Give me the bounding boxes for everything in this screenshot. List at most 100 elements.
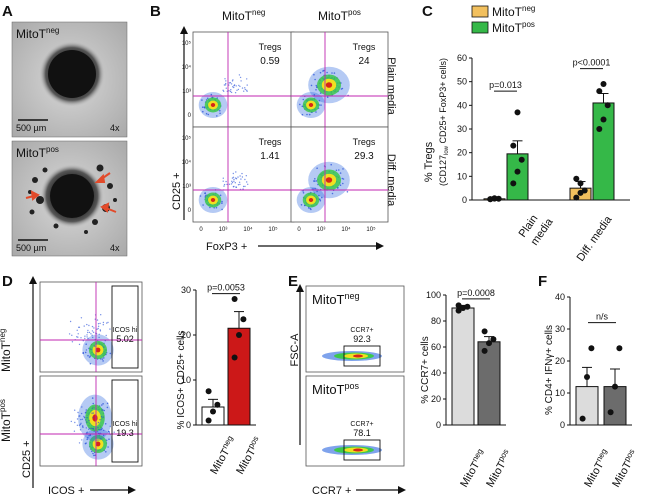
- y-tick-label: 10⁴: [182, 159, 192, 166]
- panel-c-legend: MitoTneg MitoTpos: [471, 4, 535, 35]
- data-point: [581, 187, 588, 194]
- data-point: [607, 409, 614, 416]
- p-value: p<0.0001: [573, 58, 611, 68]
- treg-value: 0.59: [260, 56, 280, 67]
- bar: [451, 307, 475, 426]
- y-tick-label: 0: [188, 208, 192, 214]
- panel-a-top-scale: 500 µm: [16, 123, 46, 133]
- y-tick-label: 10⁵: [182, 40, 192, 47]
- panel-d-row-title-1: MitoTneg: [0, 329, 13, 372]
- p-value: p=0.0008: [457, 288, 495, 298]
- panel-a-label: A: [2, 3, 13, 20]
- gate-value: 78.1: [353, 428, 371, 438]
- gate-label: Tregs: [353, 42, 376, 52]
- panel-d-xlabel: ICOS +: [48, 485, 84, 497]
- flow-plot-b-2: Tregs 24: [290, 31, 389, 128]
- gate-value: 19.3: [116, 428, 134, 438]
- panel-c-ylabel-main: % Tregs: [423, 141, 435, 182]
- data-point: [214, 401, 221, 408]
- cluster-main: [296, 187, 326, 213]
- cluster-main: [82, 334, 114, 366]
- p-value: p=0.013: [489, 80, 522, 90]
- panel-a-bottom-title: MitoTpos: [16, 145, 59, 160]
- panel-a-image-bottom: MitoTpos 500 µm 4x: [11, 140, 128, 257]
- data-point: [600, 116, 607, 123]
- flow-plot-e-2: MitoTpos CCR7+78.1: [305, 375, 405, 467]
- y-tick-label: 10⁵: [182, 135, 192, 142]
- data-point: [604, 102, 611, 109]
- data-point: [510, 180, 517, 187]
- data-point: [596, 88, 603, 95]
- data-point: [573, 175, 580, 182]
- p-value: n/s: [596, 312, 609, 322]
- flow-plot-d-1: ICOS hi5.02: [39, 281, 143, 373]
- bar: [477, 341, 501, 426]
- gate-label: Tregs: [259, 137, 282, 147]
- y-tick-label: 20: [555, 356, 565, 366]
- data-point: [596, 126, 603, 132]
- category-label: MitoTpos: [608, 448, 640, 490]
- data-point: [236, 332, 242, 338]
- data-point: [588, 345, 595, 352]
- flow-plot-b-4: Tregs 29.3 0 10³ 10⁴ 10⁵: [290, 126, 389, 233]
- legend-label-neg: MitoTneg: [492, 4, 535, 19]
- y-tick-label: 50: [457, 77, 467, 87]
- cluster-main: [198, 92, 228, 118]
- y-tick-label: 60: [431, 342, 441, 352]
- cluster-scatter: [68, 314, 111, 351]
- panel-b-ylabel: CD25 +: [171, 172, 183, 210]
- x-tick-label: 10⁴: [243, 226, 253, 233]
- data-point: [579, 415, 586, 422]
- y-tick-label: 30: [457, 124, 467, 134]
- data-point: [486, 340, 492, 347]
- data-point: [510, 142, 517, 149]
- cluster-main: [296, 92, 326, 118]
- data-point: [514, 168, 521, 175]
- panel-d-label: D: [2, 273, 13, 290]
- x-tick-label: 10³: [219, 227, 228, 233]
- flow-plot-e-1: MitoTneg CCR7+92.3: [305, 285, 405, 373]
- y-tick-label: 0: [188, 113, 192, 119]
- legend-swatch-neg: [471, 5, 489, 18]
- cluster-main: [322, 351, 382, 361]
- y-tick-label: 10³: [182, 89, 191, 95]
- cluster-main: [198, 187, 228, 213]
- cluster-treg: [308, 66, 350, 104]
- y-tick-label: 30: [181, 285, 191, 295]
- y-tick-label: 10: [457, 171, 467, 181]
- y-tick-label: 20: [181, 330, 191, 340]
- panel-d-row-title-2: MitoTpos: [0, 399, 13, 442]
- y-tick-label: 20: [431, 394, 441, 404]
- panel-d-bar-ylabel: % ICOS+ CD25+ cells: [176, 331, 187, 430]
- panel-b-flow-plots: Tregs 0.59 0 10³ 10⁴ 10⁵ Tregs 24 Tregs 1.41 0 10³ 1…: [182, 31, 389, 233]
- gate-value: 92.3: [353, 334, 371, 344]
- data-point: [612, 383, 618, 390]
- y-tick-label: 10⁴: [182, 64, 192, 71]
- flow-plot-b-3: Tregs 1.41 0 10³ 10⁴ 10⁵ 0 10³ 10⁴ 10⁵: [182, 126, 295, 233]
- data-point: [518, 156, 525, 163]
- category-label: Diff. media: [575, 213, 615, 264]
- y-tick-label: 40: [431, 368, 441, 378]
- panel-f-label: F: [538, 273, 547, 290]
- data-point: [481, 328, 488, 335]
- legend-swatch-pos: [471, 21, 489, 34]
- cluster-scatter: [222, 74, 248, 94]
- gate-label: ICOS hi: [113, 327, 138, 334]
- cluster-main: [82, 428, 114, 460]
- gate-box: [111, 379, 139, 463]
- gate-label: Tregs: [353, 137, 376, 147]
- panel-a-top-title: MitoTneg: [16, 26, 59, 41]
- panel-b-col-title-2: MitoTpos: [318, 8, 361, 23]
- panel-a-bottom-mag: 4x: [110, 243, 120, 253]
- cluster-treg: [308, 161, 350, 199]
- data-point: [616, 345, 623, 352]
- data-point: [573, 194, 580, 201]
- legend-label-pos: MitoTpos: [492, 20, 535, 35]
- y-tick-label: 10: [555, 388, 565, 398]
- y-tick-label: 30: [555, 324, 565, 334]
- y-tick-label: 0: [186, 420, 191, 430]
